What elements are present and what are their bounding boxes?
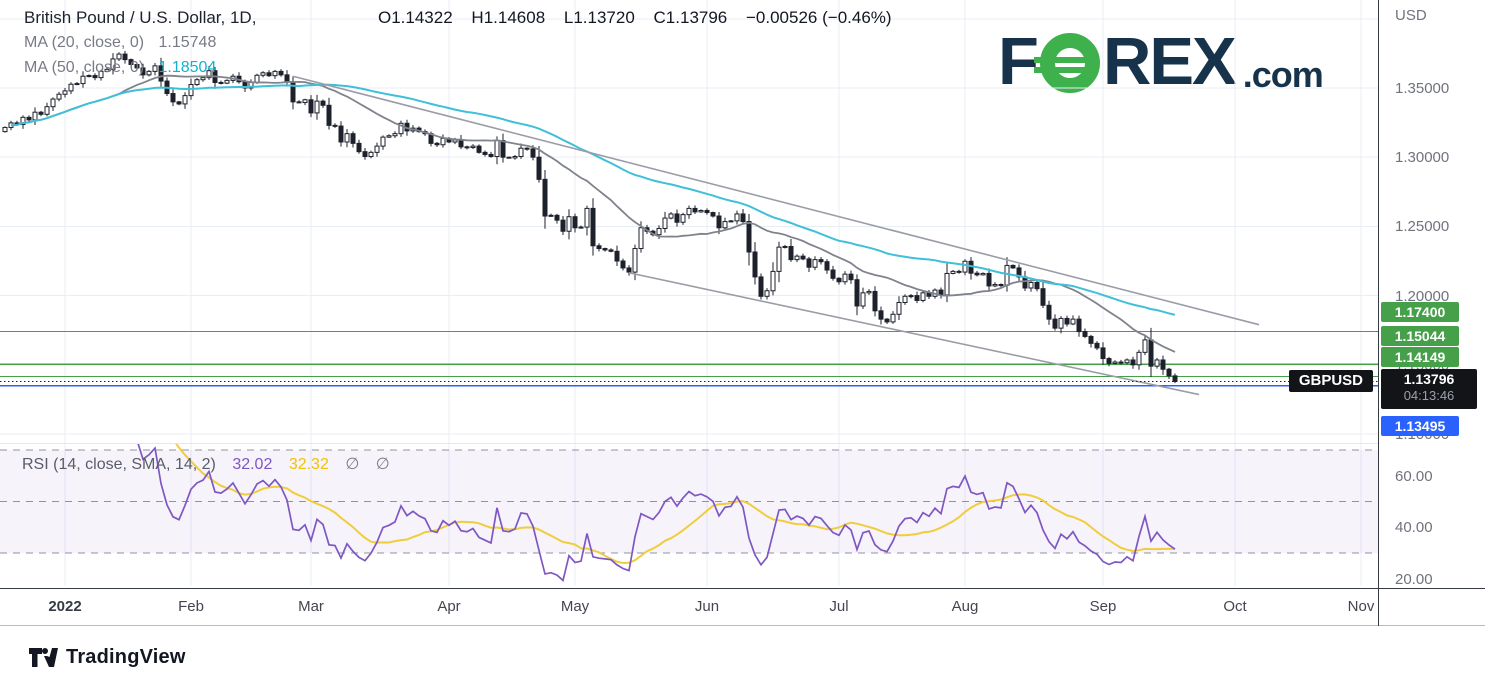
time-axis-label-sep: Sep [1089,598,1117,615]
time-axis-label-apr: Apr [437,598,461,615]
time-axis-label-aug: Aug [951,598,979,615]
ma20-value: 1.15748 [158,34,217,51]
rsi-band-symbol-2: ∅ [375,456,390,473]
price-axis[interactable]: USD 1.350001.300001.250001.200001.150001… [1379,0,1485,631]
price-axis-tick: 1.35000 [1395,80,1450,97]
price-axis-tick: 1.25000 [1395,218,1450,236]
ohlc-close: C1.13796 [653,8,728,27]
rsi-axis-tick: 60.00 [1395,467,1433,485]
rsi-axis-tick: 20.00 [1395,570,1433,588]
ma50-value: 1.18504 [158,59,217,76]
price-levels[interactable] [0,330,1378,387]
forex-logo-o-bar-bottom [1033,67,1092,73]
rsi-band-symbol-1: ∅ [345,456,360,473]
ohlc-low: L1.13720 [563,8,635,27]
price-axis-tick: 1.20000 [1395,287,1450,305]
ohlc-readout: O1.14322 H1.14608 L1.13720 C1.13796 −0.0… [378,8,906,28]
ma50-line [10,83,1176,316]
rsi-band [0,449,1378,554]
ohlc-open: O1.14322 [378,8,453,27]
rsi-legend[interactable]: RSI (14, close, SMA, 14, 2) 32.02 32.32 … [22,454,390,474]
time-axis-bottom-border [0,625,1485,626]
forex-logo-o-bar-top [1033,57,1092,63]
rsi-line [137,444,1176,582]
rsi-label: RSI (14, close, SMA, 14, 2) [22,456,216,473]
time-axis-top-border [0,588,1485,589]
level-price-badge: 1.14149 [1381,347,1459,367]
time-axis[interactable]: 2022 Feb Mar Apr May Jun Jul Aug Sep Oct Nov [0,589,1378,625]
level-price-badge: 1.13495 [1381,416,1459,436]
ma50-legend[interactable]: MA (50, close, 0) 1.18504 [24,59,216,77]
tradingview-text: TradingView [66,646,186,668]
pane-separator[interactable] [0,443,1378,444]
time-axis-label-2022: 2022 [48,598,82,615]
time-axis-label-feb: Feb [178,598,204,615]
forex-com-logo: F REX .com [998,24,1324,100]
footer: TradingView [0,626,1485,683]
level-price-badge: 1.17400 [1381,302,1459,322]
time-axis-label-mar: Mar [298,598,324,615]
time-axis-label-oct: Oct [1223,598,1247,615]
ma50-label: MA (50, close, 0) [24,59,145,76]
last-price-value: 1.13796 [1403,371,1455,387]
symbol-price-tag: GBPUSD [1288,370,1373,392]
rsi-value: 32.02 [232,456,273,473]
forex-logo-o-icon [1033,33,1100,93]
rsi-axis-tick: 40.00 [1395,519,1433,537]
axis-currency-label: USD [1395,7,1427,24]
moving-average-lines[interactable] [10,74,1176,353]
forex-logo-letters-rex: REX [1102,24,1237,99]
price-axis-border [1378,0,1379,626]
candlesticks[interactable] [2,50,1178,384]
ma20-label: MA (20, close, 0) [24,34,145,51]
price-axis-tick: 1.30000 [1395,149,1450,167]
chart-canvas[interactable] [0,0,1378,588]
time-axis-label-nov: Nov [1347,598,1375,615]
last-price-badge: 1.13796 04:13:46 [1381,369,1477,409]
time-axis-label-jun: Jun [694,598,720,615]
time-axis-label-jul: Jul [829,598,849,615]
trend-channel-lines[interactable] [292,75,1260,396]
time-axis-label-may: May [560,598,590,615]
ma20-line [10,74,1176,353]
forex-logo-letter-f: F [998,24,1039,99]
rsi-ma-value: 32.32 [288,456,329,473]
rsi-plot[interactable] [41,395,1176,582]
symbol-title[interactable]: British Pound / U.S. Dollar, 1D, [24,8,257,27]
tradingview-icon [29,647,58,667]
rsi-sma-line [175,444,1176,565]
ohlc-change: −0.00526 (−0.46%) [746,8,892,27]
ohlc-high: H1.14608 [471,8,546,27]
ma20-legend[interactable]: MA (20, close, 0) 1.15748 [24,34,216,52]
countdown-timer: 04:13:46 [1403,388,1455,403]
tradingview-attribution[interactable]: TradingView [28,646,186,669]
level-price-badge: 1.15044 [1381,326,1459,346]
